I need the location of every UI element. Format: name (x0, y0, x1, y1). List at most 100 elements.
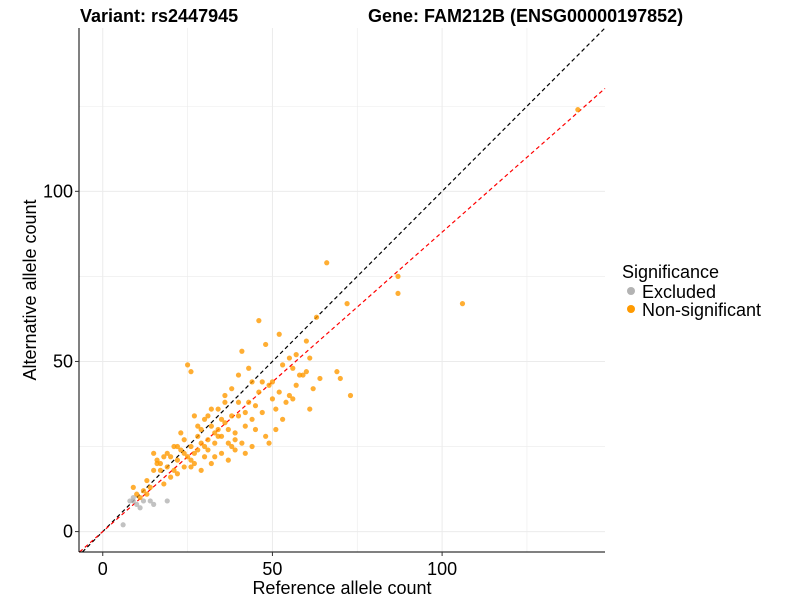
data-point-non-significant (303, 369, 309, 375)
data-point-non-significant (256, 389, 262, 395)
data-point-non-significant (218, 450, 225, 456)
data-point-non-significant (344, 301, 350, 307)
x-tick-label: 100 (427, 559, 457, 579)
data-point-non-significant (161, 481, 167, 487)
legend-label-non-significant: Non-significant (642, 300, 761, 320)
data-point-non-significant (151, 450, 157, 456)
data-point-non-significant (229, 413, 235, 419)
data-point-non-significant (205, 447, 211, 453)
data-point-non-significant (249, 443, 255, 450)
data-point-non-significant (184, 362, 191, 368)
data-point-non-significant (208, 423, 214, 429)
data-point-non-significant (307, 406, 313, 412)
data-point-non-significant (324, 260, 330, 266)
legend-swatch-excluded (627, 287, 635, 295)
data-point-excluded (137, 505, 143, 511)
data-point-non-significant (191, 413, 197, 419)
data-point-non-significant (215, 406, 221, 412)
data-point-non-significant (164, 450, 170, 456)
data-point-non-significant (266, 440, 272, 446)
data-point-non-significant (225, 426, 231, 433)
data-point-non-significant (168, 474, 174, 480)
data-point-non-significant (263, 433, 269, 439)
data-point-non-significant (273, 406, 279, 412)
data-point-non-significant (195, 433, 201, 439)
data-point-non-significant (168, 454, 174, 460)
data-point-non-significant (266, 382, 272, 388)
legend-label-excluded: Excluded (642, 282, 716, 302)
reference-line-identity (81, 27, 606, 553)
data-point-non-significant (195, 447, 201, 453)
data-point-non-significant (201, 443, 208, 450)
y-tick-label: 100 (43, 181, 73, 201)
data-point-non-significant (256, 318, 262, 324)
data-point-non-significant (232, 437, 238, 443)
data-point-non-significant (334, 369, 340, 375)
data-point-non-significant (246, 399, 252, 405)
data-point-non-significant (134, 491, 140, 497)
data-point-non-significant (337, 375, 343, 382)
x-tick-label: 50 (262, 559, 282, 579)
reference-lines (79, 27, 606, 553)
data-point-non-significant (293, 382, 299, 388)
data-point-non-significant (212, 430, 218, 436)
data-point-non-significant (259, 379, 265, 385)
data-point-excluded (151, 501, 157, 507)
data-point-non-significant (161, 454, 167, 460)
data-point-non-significant (225, 457, 231, 463)
data-point-non-significant (280, 362, 286, 368)
data-point-non-significant (191, 450, 197, 456)
data-point-non-significant (229, 443, 235, 450)
x-axis-title: Reference allele count (252, 578, 431, 598)
data-point-non-significant (164, 464, 170, 470)
data-point-non-significant (191, 460, 197, 467)
data-point-non-significant (222, 399, 228, 405)
grid (79, 28, 605, 552)
data-point-non-significant (575, 107, 581, 113)
data-point-excluded (130, 498, 136, 504)
data-point-non-significant (459, 301, 466, 307)
data-point-non-significant (198, 440, 204, 446)
data-point-non-significant (157, 460, 164, 467)
data-point-non-significant (296, 372, 303, 378)
data-point-excluded (147, 498, 153, 504)
data-point-non-significant (259, 409, 265, 416)
data-point-non-significant (286, 392, 292, 399)
data-point-non-significant (232, 447, 238, 453)
axes: 0 50 100 0 50 100 (43, 28, 605, 579)
data-point-non-significant (188, 369, 194, 375)
data-point-non-significant (283, 399, 289, 405)
data-point-non-significant (130, 484, 136, 490)
data-point-non-significant (249, 416, 255, 422)
data-point-non-significant (178, 447, 184, 453)
data-point-non-significant (181, 464, 187, 470)
data-point-non-significant (252, 403, 259, 409)
data-point-excluded (164, 498, 170, 504)
data-point-non-significant (198, 467, 204, 473)
data-point-non-significant (174, 443, 181, 450)
data-point-non-significant (222, 392, 228, 399)
data-point-non-significant (205, 413, 211, 419)
data-point-excluded (140, 498, 147, 504)
data-point-non-significant (239, 440, 245, 446)
y-axis-title: Alternative allele count (20, 199, 40, 380)
data-point-non-significant (252, 426, 259, 433)
reference-line-fit (79, 87, 606, 553)
data-point-non-significant (293, 352, 299, 358)
data-point-non-significant (184, 454, 191, 460)
data-point-non-significant (303, 338, 309, 344)
data-point-non-significant (201, 416, 208, 422)
data-point-non-significant (273, 426, 279, 433)
data-point-non-significant (174, 457, 181, 463)
data-point-non-significant (225, 440, 231, 446)
data-point-non-significant (188, 443, 194, 450)
data-point-non-significant (395, 290, 401, 297)
data-point-excluded (134, 501, 140, 507)
y-tick-label: 50 (53, 351, 73, 371)
data-point-non-significant (239, 348, 245, 354)
data-point-non-significant (215, 426, 221, 433)
data-point-non-significant (269, 396, 276, 402)
legend: Significance Excluded Non-significant (622, 262, 761, 320)
data-point-non-significant (313, 314, 320, 320)
data-point-non-significant (249, 379, 255, 385)
